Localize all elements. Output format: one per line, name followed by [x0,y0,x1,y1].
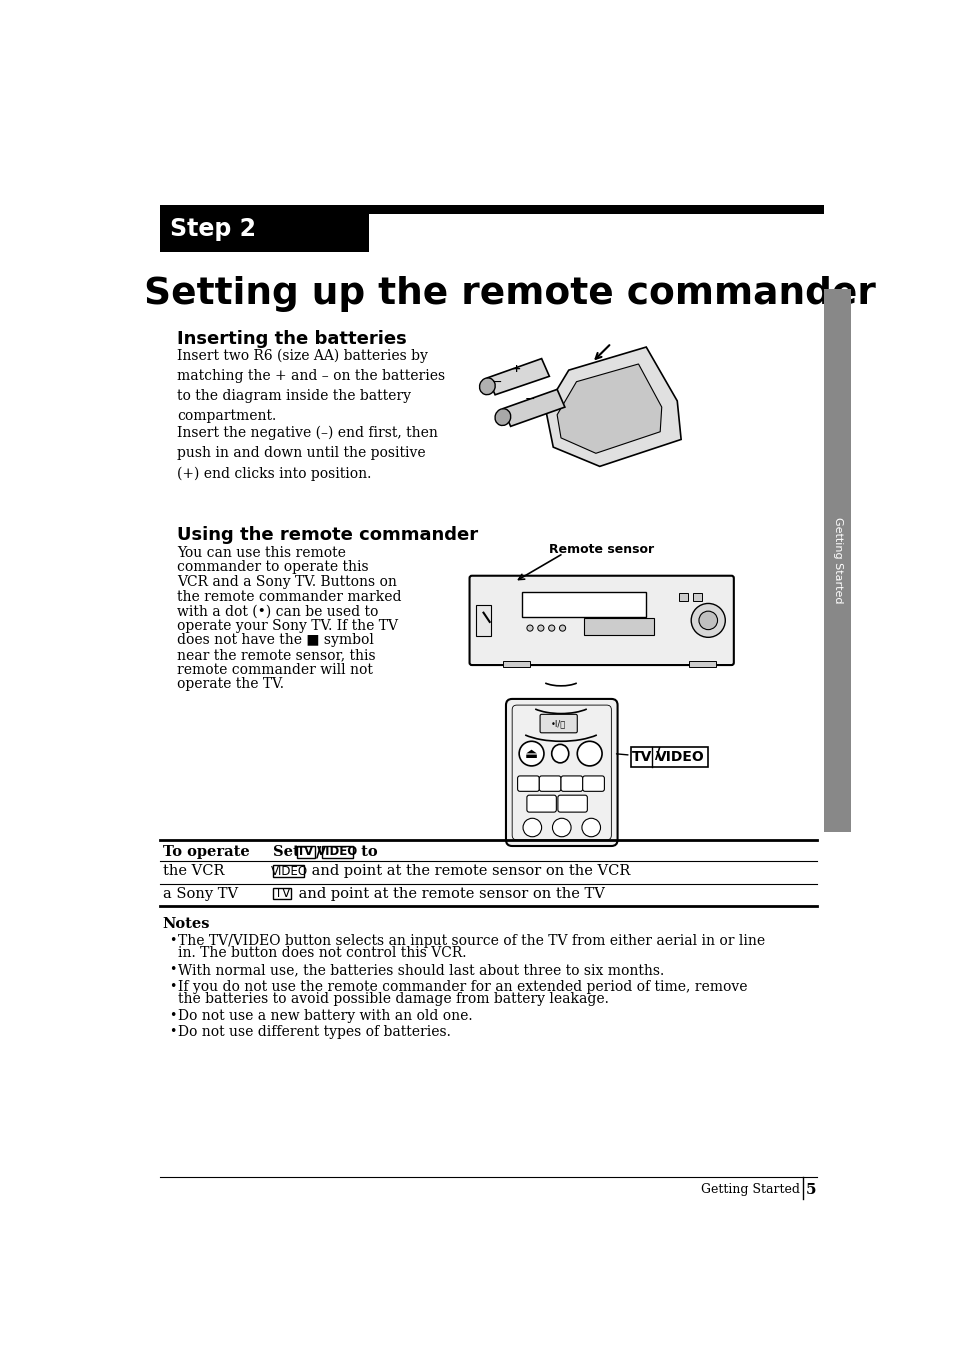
Text: Getting Started: Getting Started [832,518,841,604]
Bar [476,604,491,635]
Circle shape [577,741,601,767]
Text: and point at the remote sensor on the TV: and point at the remote sensor on the TV [294,887,604,900]
Circle shape [558,625,565,631]
Text: Inserting the batteries: Inserting the batteries [177,330,407,347]
Text: Do not use different types of batteries.: Do not use different types of batteries. [178,1025,451,1040]
Text: near the remote sensor, this: near the remote sensor, this [177,648,375,662]
Text: −: − [524,393,535,406]
Text: ⏏: ⏏ [524,746,537,761]
Text: the VCR: the VCR [162,864,224,879]
Text: +: + [511,364,520,373]
Text: /: / [654,746,659,761]
Text: VIDEO: VIDEO [316,845,358,859]
Circle shape [548,625,555,631]
FancyBboxPatch shape [538,776,560,791]
Text: with a dot (•) can be used to: with a dot (•) can be used to [177,604,378,618]
Bar [823,289,850,831]
Text: Do not use a new battery with an old one.: Do not use a new battery with an old one… [178,1009,473,1023]
Text: TV: TV [631,750,651,764]
Text: VCR and a Sony TV. Buttons on: VCR and a Sony TV. Buttons on [177,575,396,589]
Bar [159,204,823,214]
Text: Set: Set [274,845,305,860]
Text: TV: TV [274,887,290,900]
Text: Step 2: Step 2 [171,218,256,241]
Text: •I/⌛: •I/⌛ [551,719,566,729]
Text: Setting up the remote commander: Setting up the remote commander [144,276,875,312]
Polygon shape [545,347,680,466]
Text: You can use this remote: You can use this remote [177,546,346,560]
Bar [688,661,716,668]
Text: and point at the remote sensor on the VCR: and point at the remote sensor on the VC… [307,864,629,879]
Text: does not have the ■ symbol: does not have the ■ symbol [177,634,374,648]
FancyBboxPatch shape [558,795,587,813]
Text: operate your Sony TV. If the TV: operate your Sony TV. If the TV [177,619,398,633]
Text: VIDEO: VIDEO [270,864,307,877]
Bar [296,846,314,857]
Circle shape [526,625,533,631]
Text: Insert two R6 (size AA) batteries by
matching the + and – on the batteries
to th: Insert two R6 (size AA) batteries by mat… [177,349,445,423]
Text: Insert the negative (–) end first, then
push in and down until the positive
(+) : Insert the negative (–) end first, then … [177,426,437,481]
Bar [679,594,687,602]
Text: To operate: To operate [162,845,249,860]
Circle shape [691,603,724,637]
Text: the remote commander marked: the remote commander marked [177,589,401,603]
Bar [630,748,707,768]
Text: −: − [492,376,502,389]
Text: •: • [169,980,176,992]
Text: to: to [355,845,376,860]
Text: Using the remote commander: Using the remote commander [177,526,478,544]
Text: operate the TV.: operate the TV. [177,677,284,691]
Text: in. The button does not control this VCR.: in. The button does not control this VCR… [178,946,466,960]
Text: remote commander will not: remote commander will not [177,662,373,677]
FancyBboxPatch shape [469,576,733,665]
FancyBboxPatch shape [505,699,617,846]
Ellipse shape [495,408,510,426]
Text: •: • [169,963,176,976]
Bar [274,865,304,877]
Text: •: • [169,1025,176,1038]
FancyBboxPatch shape [539,714,577,733]
Text: •: • [169,1009,176,1022]
Text: TV: TV [296,845,314,859]
Text: the batteries to avoid possible damage from battery leakage.: the batteries to avoid possible damage f… [178,992,608,1006]
Ellipse shape [551,745,568,763]
FancyBboxPatch shape [526,795,556,813]
Circle shape [581,818,599,837]
Text: VIDEO: VIDEO [656,750,704,764]
Text: commander to operate this: commander to operate this [177,560,369,575]
Bar [521,592,645,617]
Text: Notes: Notes [162,917,210,930]
Circle shape [518,741,543,767]
Bar [274,887,291,899]
Bar [159,204,369,253]
Polygon shape [502,389,564,426]
Polygon shape [487,358,549,395]
Text: •: • [169,934,176,946]
Text: With normal use, the batteries should last about three to six months.: With normal use, the batteries should la… [178,963,663,977]
Circle shape [699,611,717,630]
FancyBboxPatch shape [560,776,582,791]
Text: Getting Started: Getting Started [700,1183,799,1197]
Polygon shape [557,364,661,453]
Bar [692,594,701,602]
Bar [583,618,654,635]
Bar [502,661,530,668]
Text: If you do not use the remote commander for an extended period of time, remove: If you do not use the remote commander f… [178,980,747,994]
FancyBboxPatch shape [582,776,604,791]
Text: a Sony TV: a Sony TV [162,887,237,900]
FancyBboxPatch shape [517,776,538,791]
Ellipse shape [479,379,495,395]
Text: The TV/VIDEO button selects an input source of the TV from either aerial in or l: The TV/VIDEO button selects an input sou… [178,934,764,948]
Bar [322,846,353,857]
Circle shape [537,625,543,631]
Circle shape [522,818,541,837]
Text: 5: 5 [804,1183,815,1198]
Circle shape [552,818,571,837]
Text: Remote sensor: Remote sensor [549,542,654,556]
Text: /: / [315,845,321,860]
